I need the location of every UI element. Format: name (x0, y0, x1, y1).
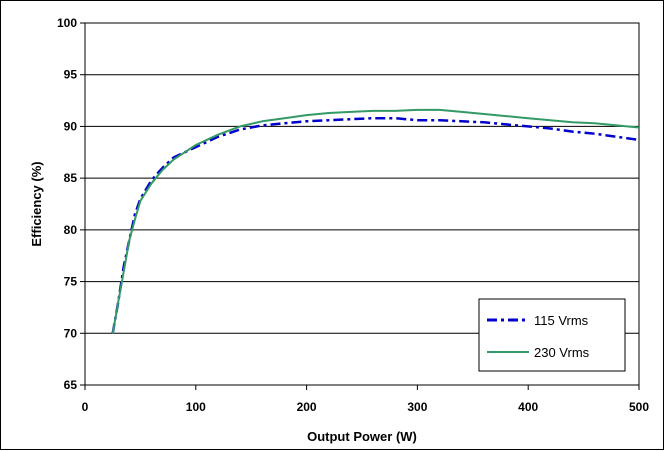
x-tick-label: 200 (297, 400, 317, 414)
x-tick-label: 100 (186, 400, 206, 414)
y-tick-label: 85 (64, 171, 78, 185)
legend-box (478, 298, 626, 372)
legend: 115 Vrms 230 Vrms (478, 298, 626, 372)
x-tick-label: 400 (518, 400, 538, 414)
y-tick-label: 70 (64, 326, 78, 340)
series-line-230-vrms (111, 108, 640, 334)
x-axis-title: Output Power (W) (307, 429, 417, 444)
y-tick-label: 90 (64, 119, 78, 133)
y-tick-label: 75 (64, 275, 78, 289)
y-tick-label: 80 (64, 223, 78, 237)
y-tick-label: 65 (64, 378, 78, 392)
y-axis-title: Efficiency (%) (29, 161, 44, 246)
x-tick-label: 300 (407, 400, 427, 414)
series-line-115-vrms (111, 116, 640, 334)
x-tick-label: 500 (629, 400, 649, 414)
x-tick-labels: 0 100 200 300 400 500 (82, 400, 650, 414)
x-tick-label: 0 (82, 400, 89, 414)
legend-label-230: 230 Vrms (534, 345, 590, 360)
series-lines (111, 108, 640, 334)
y-tick-label: 95 (64, 68, 78, 82)
y-tick-labels: 65 70 75 80 85 90 95 100 (57, 16, 77, 392)
y-tick-label: 100 (57, 16, 77, 30)
legend-label-115: 115 Vrms (534, 313, 589, 328)
